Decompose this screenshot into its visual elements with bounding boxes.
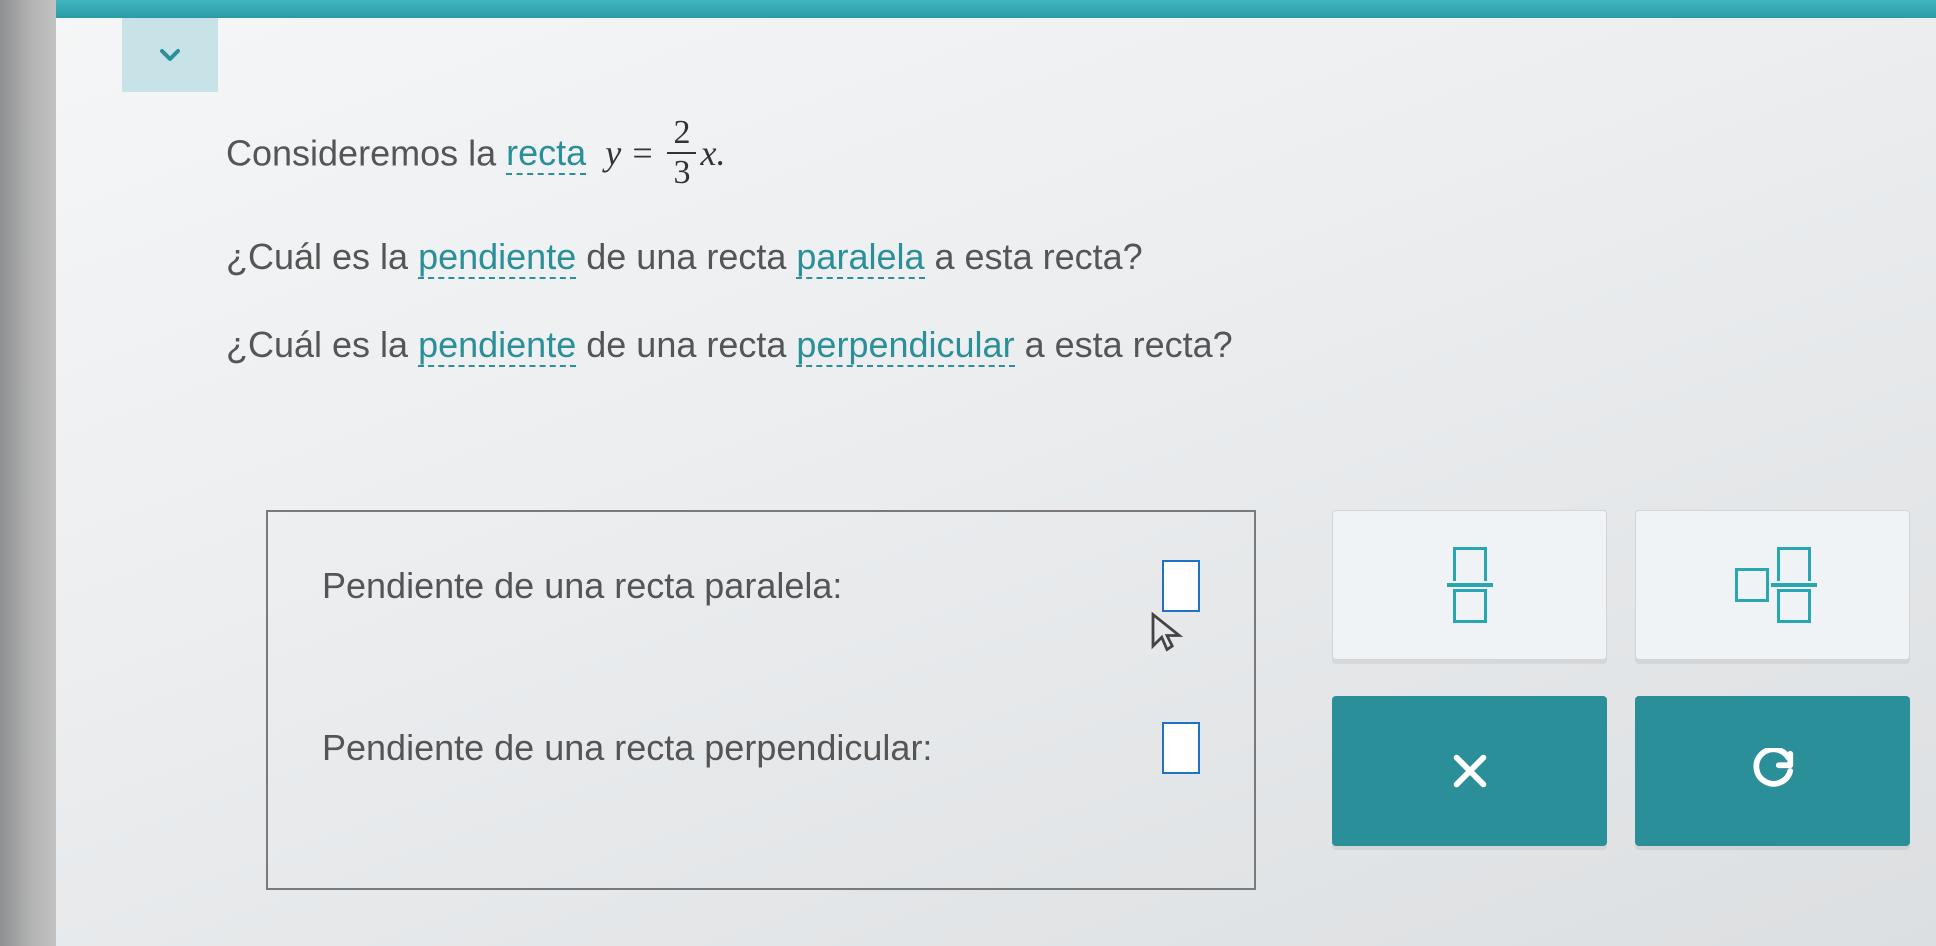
top-app-bar [56, 0, 1936, 18]
q2-mid: de una recta [586, 236, 796, 277]
cursor-icon [1146, 608, 1188, 656]
eq-rhs: x [700, 133, 716, 173]
q3-suffix: a esta recta? [1025, 324, 1233, 365]
tool-row-fractions [1332, 510, 1910, 660]
eq-denominator: 3 [667, 154, 696, 190]
equation: y = 2 3 x. [596, 133, 725, 173]
answer-row-perpendicular: Pendiente de una recta perpendicular: [322, 722, 1200, 774]
parallel-label: Pendiente de una recta paralela: [322, 565, 1162, 607]
question-line-2: ¿Cuál es la pendiente de una recta paral… [226, 232, 1896, 282]
chevron-down-icon [154, 39, 186, 71]
term-recta[interactable]: recta [506, 132, 586, 175]
q2-suffix: a esta recta? [935, 236, 1143, 277]
answer-box: Pendiente de una recta paralela: Pendien… [266, 510, 1256, 890]
fraction-icon [1453, 547, 1487, 623]
q3-mid: de una recta [586, 324, 796, 365]
answer-row-parallel: Pendiente de una recta paralela: [322, 560, 1200, 612]
reset-icon [1750, 748, 1796, 794]
eq-numerator: 2 [667, 116, 696, 154]
perpendicular-label: Pendiente de una recta perpendicular: [322, 727, 1162, 769]
term-pendiente-2[interactable]: pendiente [418, 324, 576, 367]
q3-prefix: ¿Cuál es la [226, 324, 418, 365]
tool-row-actions [1332, 696, 1910, 846]
question-line-1: Consideremos la recta y = 2 3 x. [226, 120, 1896, 194]
dropdown-toggle[interactable] [122, 18, 218, 92]
content-area: Consideremos la recta y = 2 3 x. ¿Cuál e… [56, 0, 1936, 946]
mixed-fraction-tool-button[interactable] [1635, 510, 1910, 660]
fraction-tool-button[interactable] [1332, 510, 1607, 660]
term-perpendicular[interactable]: perpendicular [796, 324, 1014, 367]
parallel-input[interactable] [1162, 560, 1200, 612]
term-paralela[interactable]: paralela [796, 236, 924, 279]
eq-fraction: 2 3 [667, 116, 696, 190]
eq-lhs: y [605, 133, 621, 173]
question-line-3: ¿Cuál es la pendiente de una recta perpe… [226, 320, 1896, 370]
question-block: Consideremos la recta y = 2 3 x. ¿Cuál e… [226, 120, 1896, 409]
reset-button[interactable] [1635, 696, 1910, 846]
q2-prefix: ¿Cuál es la [226, 236, 418, 277]
perpendicular-input[interactable] [1162, 722, 1200, 774]
mixed-fraction-icon [1735, 547, 1811, 623]
tool-panel [1332, 510, 1910, 846]
x-icon [1447, 748, 1493, 794]
clear-button[interactable] [1332, 696, 1607, 846]
page-left-gutter [0, 0, 56, 946]
term-pendiente-1[interactable]: pendiente [418, 236, 576, 279]
text-prefix: Consideremos la [226, 132, 506, 173]
